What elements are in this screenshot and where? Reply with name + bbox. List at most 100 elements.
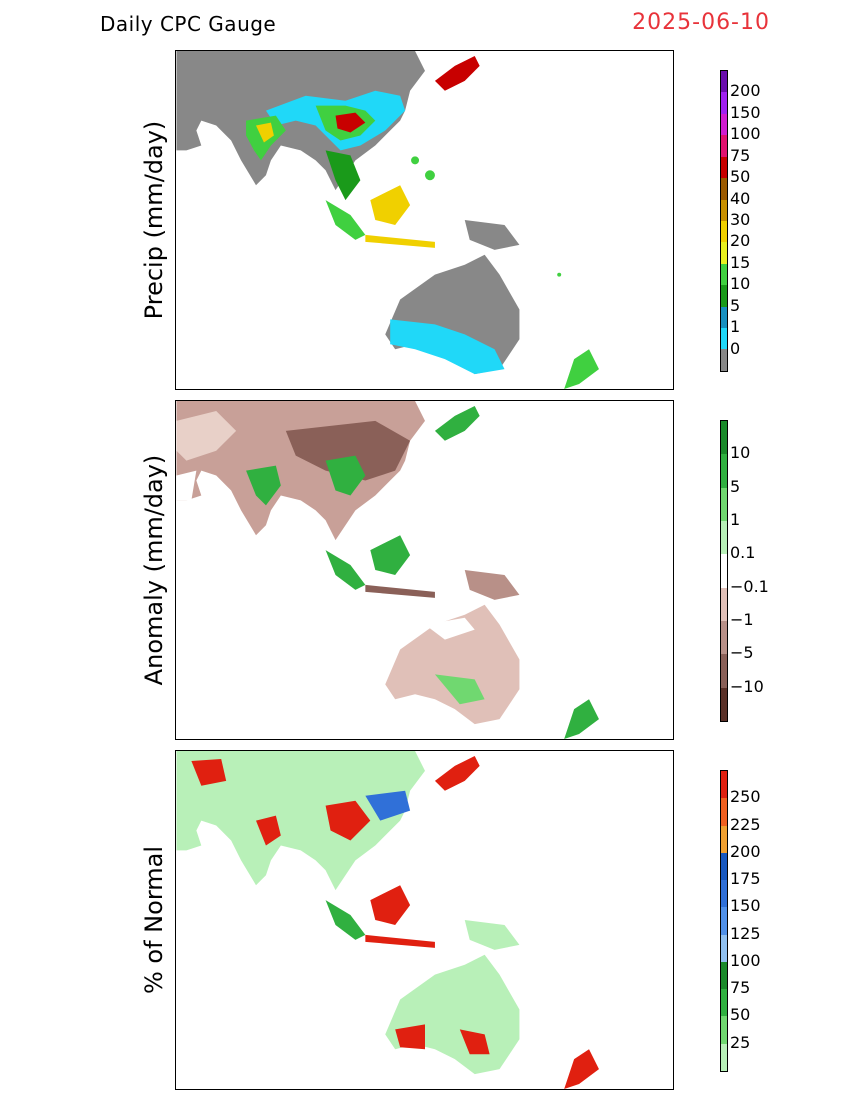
pct-colorbar-tick: 125 [730, 923, 761, 943]
precip-seasia [325, 150, 361, 201]
borneo-landmass [370, 185, 411, 225]
anomaly-colorbar [720, 420, 728, 722]
precip-colorbar-tick: 40 [730, 188, 751, 208]
australia-landmass [385, 954, 520, 1075]
anomaly-ylabel: Anomaly (mm/day) [140, 454, 168, 686]
precip-colorbar-segment [721, 135, 727, 157]
anomaly-colorbar-segment [721, 454, 727, 488]
java-landmass [365, 934, 435, 948]
anomaly-colorbar-tick: 0.1 [730, 543, 756, 563]
pct-colorbar-segment [721, 989, 727, 1017]
new-zealand-landmass [564, 349, 599, 389]
new-guinea-landmass [464, 220, 520, 250]
precip-colorbar-tick: 15 [730, 252, 751, 272]
asia-landmass [176, 751, 425, 891]
new-zealand-landmass [564, 699, 599, 739]
pct-ylabel: % of Normal [140, 845, 168, 995]
anomaly-colorbar-segment [721, 687, 727, 721]
island [424, 170, 435, 181]
precip-colorbar-tick: 50 [730, 167, 751, 187]
pct-high-china [325, 800, 371, 841]
japan-landmass [434, 405, 480, 441]
precip-colorbar-segment [721, 349, 727, 371]
australia-landmass [385, 604, 520, 725]
precip-colorbar-segment [721, 92, 727, 114]
pct-mid-china [365, 790, 411, 821]
pct-colorbar-segment [721, 880, 727, 908]
pct-colorbar-tick: 250 [730, 787, 761, 807]
anomaly-light-west [176, 410, 237, 461]
anomaly-wet-india [246, 465, 281, 506]
anomaly-white [176, 470, 197, 501]
pct-australia-high [395, 1024, 425, 1050]
precip-colorbar-segment [721, 199, 727, 221]
header-title: Daily CPC Gauge [100, 12, 277, 36]
anomaly-colorbar-tick: 1 [730, 510, 741, 529]
precip-ylabel: Precip (mm/day) [140, 120, 168, 320]
anomaly-map-svg [176, 401, 599, 739]
sumatra-landmass [325, 200, 366, 240]
anomaly-colorbar-segment [721, 487, 727, 521]
anomaly-colorbar-segment [721, 654, 727, 688]
anomaly-colorbar-tick: −0.1 [730, 576, 769, 596]
anomaly-colorbar-segment [721, 620, 727, 655]
anomaly-colorbar-segment [721, 587, 727, 621]
anomaly-colorbar-tick: −1 [730, 610, 754, 629]
precip-heavy-core [335, 112, 366, 133]
pct-colorbar-segment [721, 825, 727, 853]
precip-map [175, 50, 674, 390]
precip-colorbar-segment [721, 328, 727, 350]
anomaly-wet-seasia [325, 455, 366, 496]
header-date: 2025-06-10 [632, 10, 770, 35]
anomaly-colorbar-tick: −5 [730, 643, 754, 663]
precip-colorbar-segment [721, 263, 727, 286]
java-landmass [365, 234, 435, 248]
sumatra-landmass [325, 550, 366, 590]
new-zealand-landmass [564, 1049, 599, 1089]
island [411, 156, 420, 165]
japan-landmass [434, 755, 480, 791]
precip-colorbar-tick: 10 [730, 274, 751, 294]
pct-colorbar-tick: 150 [730, 896, 761, 916]
pct-colorbar-segment [721, 798, 727, 826]
anomaly-colorbar-tick: 10 [730, 443, 751, 463]
pct-colorbar-tick: 25 [730, 1032, 751, 1052]
precip-colorbar-segment [721, 306, 727, 329]
pct-colorbar-tick: 175 [730, 869, 761, 889]
anomaly-colorbar-segment [721, 554, 727, 588]
precip-colorbar-segment [721, 71, 727, 93]
precip-colorbar-tick: 20 [730, 231, 751, 251]
pct-colorbar-tick: 225 [730, 814, 761, 834]
pct-colorbar-tick: 75 [730, 978, 751, 998]
pct-colorbar-segment [721, 961, 727, 990]
anomaly-australia-white [424, 617, 475, 640]
pct-colorbar-segment [721, 934, 727, 962]
sumatra-landmass [325, 900, 366, 940]
pct-colorbar-segment [721, 852, 727, 881]
precip-colorbar-tick: 100 [730, 124, 761, 144]
anomaly-colorbar-segment [721, 421, 727, 455]
pct-colorbar-segment [721, 771, 727, 799]
pct-map-svg [176, 751, 599, 1089]
anomaly-dry-china [285, 420, 411, 481]
pct-australia-high2 [459, 1029, 490, 1055]
japan-landmass [434, 55, 480, 91]
precip-colorbar-segment [721, 178, 727, 200]
pct-colorbar-tick: 100 [730, 950, 761, 970]
new-guinea-landmass [464, 570, 520, 600]
pct-colorbar-segment [721, 907, 727, 935]
precip-colorbar-segment [721, 285, 727, 307]
anomaly-colorbar-tick: −10 [730, 676, 764, 696]
island [557, 272, 562, 277]
precip-india-core [255, 122, 274, 143]
java-landmass [365, 584, 435, 598]
precip-australia-south [390, 319, 505, 375]
pct-map [175, 750, 674, 1090]
precip-colorbar-segment [721, 156, 727, 179]
pct-colorbar-tick: 50 [730, 1005, 751, 1025]
precip-colorbar-segment [721, 220, 727, 243]
precip-colorbar-tick: 5 [730, 295, 741, 315]
precip-colorbar-segment [721, 242, 727, 264]
pct-high-west [191, 758, 227, 786]
precip-colorbar-tick: 200 [730, 81, 761, 101]
